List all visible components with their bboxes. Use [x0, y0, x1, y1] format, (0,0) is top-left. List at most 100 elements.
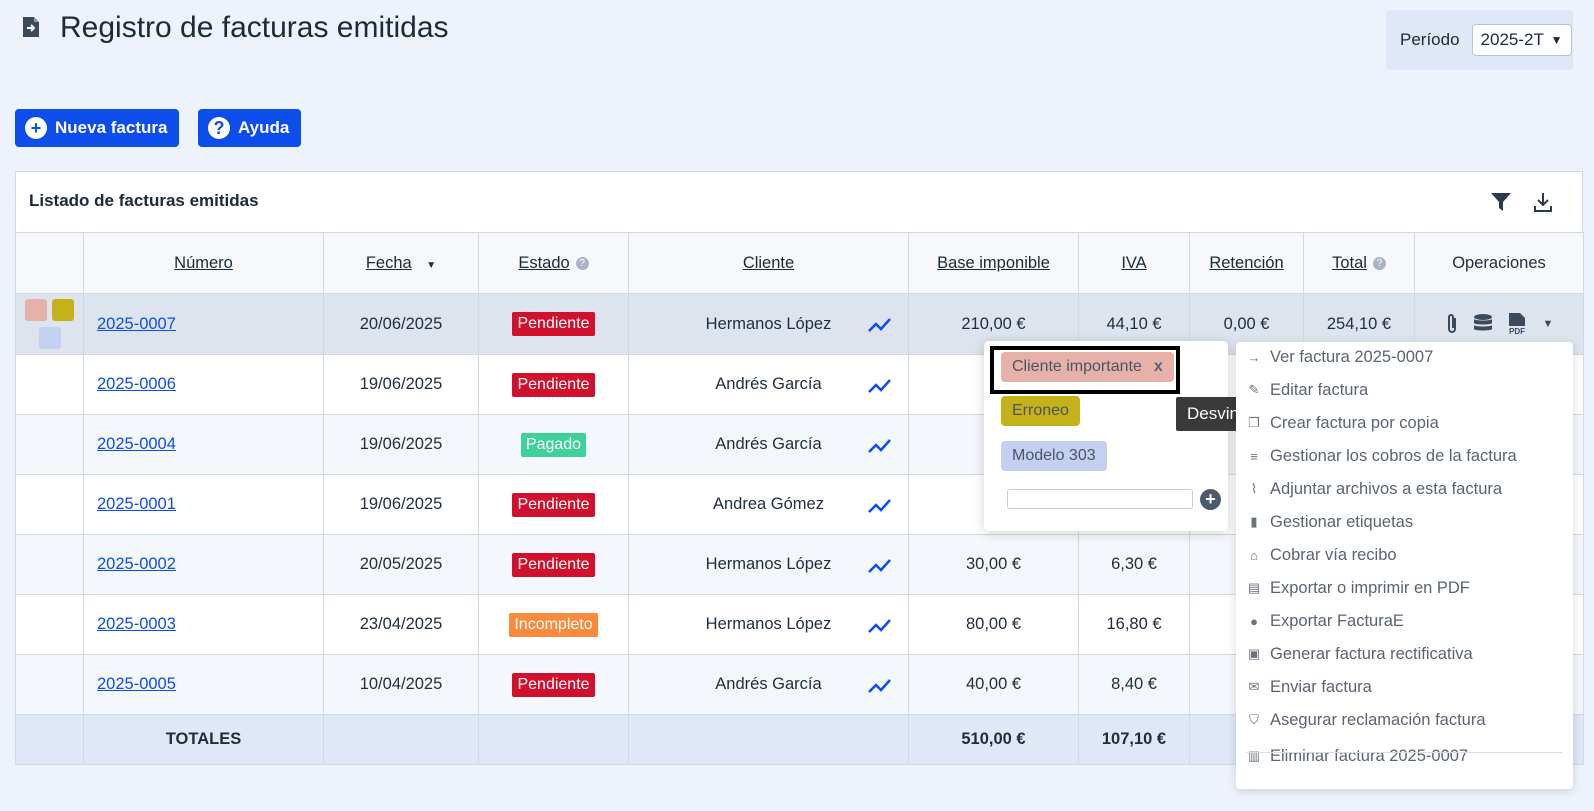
date-cell: 10/04/2025: [323, 654, 479, 715]
tag-modelo-303[interactable]: Modelo 303: [1001, 441, 1107, 471]
menu-item[interactable]: ▥ Eliminar factura 2025-0007: [1246, 742, 1468, 770]
sort-desc-icon: ▼: [426, 259, 437, 271]
menu-item[interactable]: ✉ Enviar factura: [1246, 673, 1372, 701]
menu-item[interactable]: ⌇ Adjuntar archivos a esta factura: [1246, 475, 1502, 503]
iva-cell: 8,40 €: [1078, 654, 1190, 715]
menu-item-label: Exportar o imprimir en PDF: [1270, 578, 1470, 597]
menu-item-label: Gestionar los cobros de la factura: [1270, 446, 1517, 465]
download-icon[interactable]: [1532, 191, 1554, 213]
add-tag-button[interactable]: +: [1200, 489, 1221, 510]
database-icon[interactable]: [1473, 313, 1493, 335]
col-total[interactable]: Total?: [1303, 232, 1415, 294]
status-badge: Incompleto: [509, 612, 598, 637]
facturae-icon: ●: [1250, 613, 1258, 629]
menu-item[interactable]: ▣ Generar factura rectificativa: [1246, 640, 1473, 668]
totals-label: TOTALES: [83, 714, 324, 765]
client-cell: Hermanos López: [628, 594, 909, 655]
tag-remove-button[interactable]: x: [1153, 358, 1163, 375]
menu-item[interactable]: → Ver factura 2025-0007: [1246, 343, 1434, 371]
new-tag-input[interactable]: [1007, 489, 1193, 509]
database-icon: ≡: [1250, 448, 1258, 464]
client-name: Hermanos López: [705, 555, 832, 573]
help-button[interactable]: ? Ayuda: [198, 109, 302, 147]
invoice-number-link[interactable]: 2025-0002: [97, 555, 176, 573]
periodo-label: Período: [1400, 30, 1460, 49]
trend-chart-icon[interactable]: [868, 375, 892, 395]
date-cell: 20/06/2025: [323, 293, 479, 355]
trend-chart-icon[interactable]: [868, 314, 892, 334]
periodo-value: 2025-2T: [1480, 30, 1544, 49]
trash-icon: ▥: [1247, 748, 1261, 763]
trend-chart-icon[interactable]: [868, 495, 892, 515]
paperclip-icon[interactable]: [1445, 313, 1459, 335]
bookmark-icon: ▮: [1250, 514, 1258, 529]
col-cliente[interactable]: Cliente: [628, 232, 909, 294]
shield-icon: ⛉: [1249, 712, 1259, 727]
invoice-number-link[interactable]: 2025-0001: [97, 495, 176, 513]
trend-chart-icon[interactable]: [868, 675, 892, 695]
menu-item[interactable]: ⛉ Asegurar reclamación factura: [1246, 706, 1486, 734]
menu-item[interactable]: ✎ Editar factura: [1246, 376, 1369, 404]
menu-item[interactable]: ▤ Exportar o imprimir en PDF: [1246, 574, 1470, 602]
plus-icon: +: [25, 117, 47, 139]
trend-chart-icon[interactable]: [868, 435, 892, 455]
date-cell: 20/05/2025: [323, 534, 479, 595]
menu-item[interactable]: ▮ Gestionar etiquetas: [1246, 508, 1413, 536]
status-badge: Pagado: [520, 432, 587, 457]
filter-icon[interactable]: [1490, 191, 1512, 213]
menu-item-label: Ver factura 2025-0007: [1270, 347, 1434, 366]
col-fecha[interactable]: Fecha ▼: [323, 232, 479, 294]
menu-item[interactable]: ● Exportar FacturaE: [1246, 607, 1404, 635]
row-tags-cell: [15, 474, 84, 535]
base-cell: 40,00 €: [908, 654, 1079, 715]
date-cell: 19/06/2025: [323, 474, 479, 535]
invoice-number-link[interactable]: 2025-0007: [97, 314, 176, 333]
status-cell: Incompleto: [478, 594, 629, 655]
status-cell: Pendiente: [478, 293, 629, 355]
invoice-number-link[interactable]: 2025-0005: [97, 675, 176, 693]
chevron-down-icon[interactable]: ▼: [1542, 318, 1554, 330]
menu-item[interactable]: ≡ Gestionar los cobros de la factura: [1246, 442, 1517, 470]
copy-icon: ❐: [1248, 415, 1260, 430]
client-cell: Andrés García: [628, 414, 909, 475]
client-cell: Andrés García: [628, 654, 909, 715]
tags-column-header: [15, 232, 84, 294]
col-estado[interactable]: Estado?: [478, 232, 629, 294]
invoice-number-link[interactable]: 2025-0004: [97, 435, 176, 453]
status-badge: Pendiente: [512, 552, 595, 577]
trend-chart-icon[interactable]: [868, 555, 892, 575]
page-title: Registro de facturas emitidas: [60, 11, 449, 44]
trend-chart-icon[interactable]: [868, 615, 892, 635]
col-numero[interactable]: Número: [83, 232, 324, 294]
panel-title: Listado de facturas emitidas: [29, 191, 259, 210]
row-tags: [16, 294, 83, 354]
table-row: 2025-0003 23/04/2025 Incompleto Hermanos Ló…: [15, 594, 1584, 655]
invoice-number-link[interactable]: 2025-0006: [97, 375, 176, 393]
client-name: Hermanos López: [705, 615, 832, 633]
tag-swatch: [25, 299, 47, 321]
col-retencion[interactable]: Retención: [1189, 232, 1304, 294]
col-iva[interactable]: IVA: [1078, 232, 1190, 294]
periodo-select[interactable]: 2025-2T ▼: [1471, 24, 1572, 56]
row-tags-cell: [15, 654, 84, 715]
row-tags-cell: [15, 594, 84, 655]
status-badge: Pendiente: [512, 312, 595, 336]
col-base[interactable]: Base imponible: [908, 232, 1079, 294]
menu-item[interactable]: ❐ Crear factura por copia: [1246, 409, 1439, 437]
pdf-icon[interactable]: PDF: [1507, 312, 1529, 336]
menu-item-label: Asegurar reclamación factura: [1270, 710, 1486, 729]
client-cell: Andrés García: [628, 354, 909, 415]
row-tags-cell: [15, 534, 84, 595]
tag-erroneo[interactable]: Erroneo: [1001, 396, 1080, 426]
menu-item[interactable]: ⌂ Cobrar vía recibo: [1246, 541, 1397, 569]
status-cell: Pendiente: [478, 354, 629, 415]
new-invoice-button[interactable]: + Nueva factura: [15, 109, 180, 147]
envelope-icon: ✉: [1248, 679, 1260, 694]
status-cell: Pagado: [478, 414, 629, 475]
svg-text:PDF: PDF: [1509, 327, 1525, 336]
tag-cliente-importante[interactable]: Cliente importante x: [1001, 352, 1174, 382]
tag-swatch: [52, 299, 74, 321]
arrow-right-icon: →: [1247, 349, 1261, 365]
invoice-number-link[interactable]: 2025-0003: [97, 615, 176, 633]
file-plus-icon: ▣: [1247, 646, 1261, 661]
